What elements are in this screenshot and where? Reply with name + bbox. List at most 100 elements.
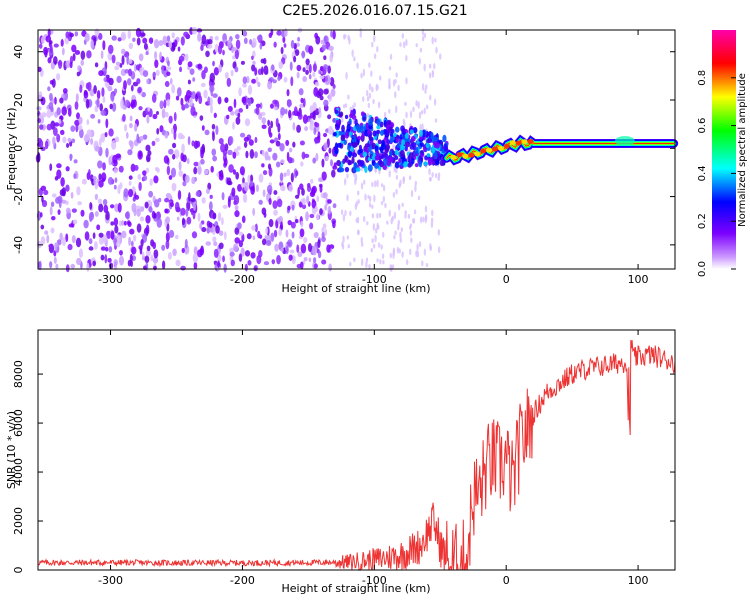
noise-speckle [128, 122, 133, 129]
noise-speckle [288, 109, 292, 119]
transition-speckle [365, 122, 369, 129]
faint-speckle [431, 171, 434, 178]
noise-speckle [56, 73, 61, 81]
noise-speckle [242, 177, 245, 185]
noise-speckle [310, 186, 316, 196]
noise-speckle [180, 152, 185, 162]
noise-speckle [49, 261, 53, 269]
noise-speckle [84, 231, 90, 241]
noise-speckle [98, 236, 105, 245]
noise-speckle [289, 249, 295, 254]
transition-speckle [386, 139, 391, 145]
noise-speckle [106, 230, 112, 239]
transition-speckle [359, 153, 364, 158]
noise-speckle [145, 215, 151, 224]
noise-speckle [106, 77, 111, 83]
transition-speckle [359, 125, 364, 134]
noise-speckle [138, 181, 142, 192]
noise-speckle [321, 259, 327, 265]
noise-speckle [318, 106, 321, 114]
noise-speckle [95, 145, 100, 152]
faint-speckle [405, 111, 408, 119]
noise-speckle [156, 218, 163, 228]
noise-speckle [254, 151, 258, 159]
noise-speckle [130, 140, 134, 150]
signal-blob [491, 146, 498, 152]
noise-speckle [65, 166, 70, 172]
snr-y-ticks: 0 2000 4000 6000 8000 [12, 360, 675, 574]
noise-speckle [235, 116, 241, 125]
noise-speckle [200, 44, 204, 51]
noise-speckle [207, 43, 213, 49]
noise-speckle [227, 39, 232, 49]
noise-speckle [47, 28, 51, 38]
noise-speckle [120, 48, 126, 55]
noise-speckle [201, 70, 206, 80]
noise-speckle [69, 32, 74, 38]
faint-speckle [363, 215, 366, 223]
colorbar-tick-label: 0.6 [697, 118, 708, 134]
noise-speckle [226, 77, 232, 88]
faint-speckle [420, 110, 424, 115]
noise-speckle [314, 81, 320, 87]
faint-speckle [372, 223, 376, 231]
noise-speckle [145, 224, 150, 235]
faint-speckle [346, 173, 349, 179]
colorbar-tick-label: 0.0 [697, 261, 708, 277]
noise-speckle [136, 133, 140, 143]
faint-speckle [423, 248, 427, 256]
noise-speckle [251, 225, 256, 231]
faint-speckle [418, 111, 422, 119]
noise-speckle [286, 89, 290, 97]
noise-speckle [297, 251, 303, 258]
noise-speckle [145, 144, 151, 152]
faint-speckle [404, 213, 407, 219]
noise-speckle [203, 169, 209, 175]
faint-speckle [389, 252, 392, 259]
noise-speckle [132, 196, 136, 202]
noise-speckle [270, 232, 275, 242]
transition-speckle [376, 118, 381, 126]
noise-speckle [237, 184, 243, 192]
noise-speckle [46, 234, 50, 244]
signal-blob [486, 147, 493, 153]
spectrogram-y-tick-label: 0 [12, 145, 25, 152]
noise-speckle [239, 132, 246, 138]
noise-speckle [150, 254, 154, 262]
noise-speckle [111, 102, 117, 112]
noise-speckle [201, 197, 206, 204]
faint-speckle [371, 213, 375, 219]
noise-speckle [88, 246, 94, 251]
noise-speckle [161, 244, 166, 251]
noise-speckle [201, 34, 207, 45]
noise-speckle [297, 186, 300, 197]
noise-speckle [300, 229, 304, 238]
noise-speckle [171, 32, 175, 39]
noise-speckle [112, 154, 118, 164]
noise-speckle [319, 74, 325, 80]
noise-speckle [249, 174, 254, 183]
faint-speckle [433, 62, 436, 70]
noise-speckle [146, 78, 150, 84]
noise-speckle [60, 129, 65, 136]
noise-speckle [317, 239, 321, 248]
noise-speckle [299, 261, 304, 270]
noise-speckle [238, 231, 244, 236]
noise-speckle [280, 159, 285, 164]
noise-speckle [153, 39, 160, 49]
noise-speckle [67, 243, 73, 251]
noise-speckle [153, 212, 157, 219]
noise-speckle [129, 228, 135, 235]
noise-speckle [332, 220, 336, 229]
faint-speckle [342, 235, 345, 244]
noise-speckle [38, 139, 44, 149]
noise-speckle [38, 260, 42, 271]
noise-speckle [120, 98, 124, 109]
noise-speckle [128, 58, 133, 65]
noise-speckle [135, 27, 142, 38]
snr-x-tick-label: -100 [362, 574, 387, 587]
noise-speckle [177, 46, 181, 52]
noise-speckle [70, 125, 76, 132]
faint-speckle [375, 227, 378, 234]
noise-speckle [276, 254, 281, 265]
